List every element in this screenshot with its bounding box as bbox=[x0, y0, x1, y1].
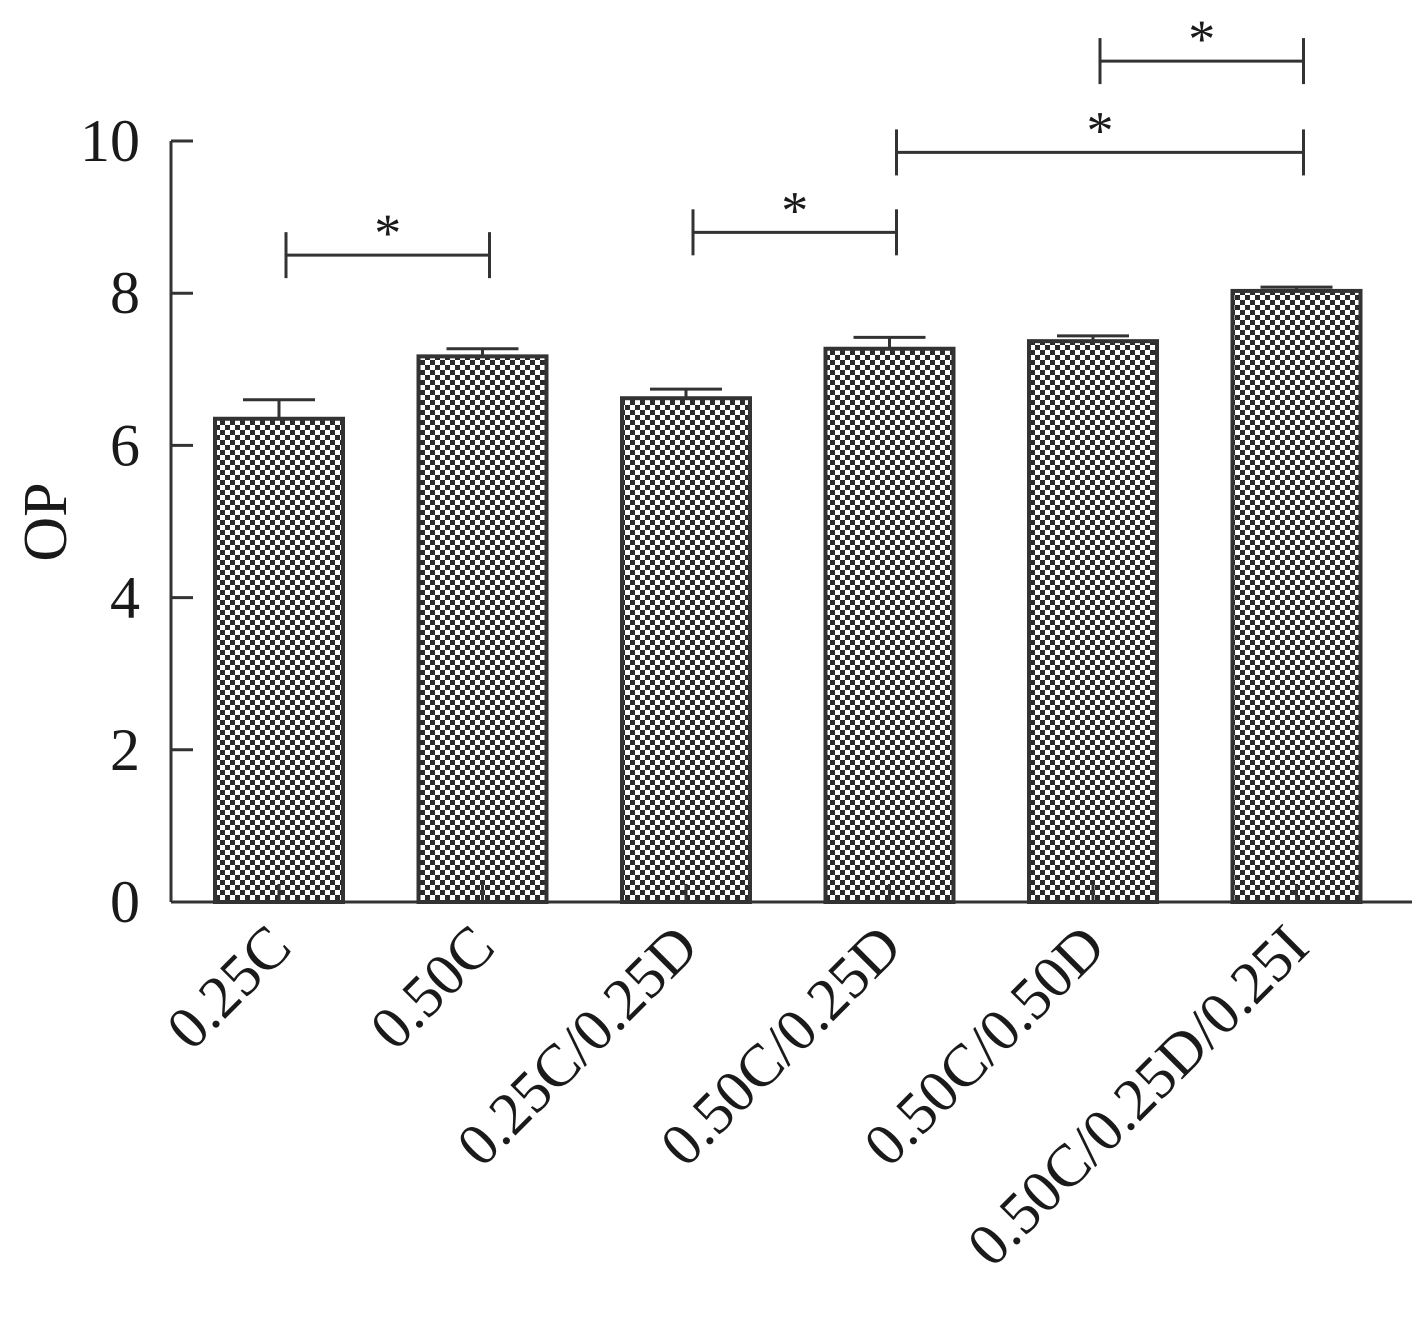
y-tick-label-4: 4 bbox=[110, 565, 140, 631]
significance-bracket-3: * bbox=[1098, 9, 1305, 85]
bars-layer bbox=[213, 288, 1363, 905]
significance-star-3: * bbox=[1188, 9, 1215, 69]
error-bars-layer bbox=[243, 285, 1333, 902]
bar-2 bbox=[620, 396, 752, 904]
y-tick-label-2: 2 bbox=[110, 717, 140, 783]
y-tick-label-8: 8 bbox=[110, 260, 140, 326]
significance-bracket-2: * bbox=[895, 100, 1305, 176]
significance-star-2: * bbox=[1087, 100, 1114, 160]
significance-bracket-0: * bbox=[284, 203, 491, 279]
bar-4 bbox=[1027, 339, 1159, 904]
x-category-label-0: 0.25C bbox=[154, 913, 303, 1062]
x-category-label-1: 0.50C bbox=[357, 913, 506, 1062]
axes-layer bbox=[169, 141, 1412, 904]
significance-star-1: * bbox=[781, 180, 808, 240]
significance-star-0: * bbox=[374, 203, 401, 263]
bar-0 bbox=[213, 416, 345, 904]
y-ticks-layer: 0 2 4 6 8 10 bbox=[80, 108, 193, 935]
y-tick-label-6: 6 bbox=[110, 412, 140, 478]
y-tick-label-0: 0 bbox=[110, 869, 140, 935]
y-axis-label: OP bbox=[12, 482, 80, 561]
x-category-labels-layer: 0.25C 0.50C0.25C/0.25D0.50C/0.25D0.50C/0.… bbox=[154, 913, 1321, 1279]
bar-3 bbox=[823, 346, 956, 904]
bar-1 bbox=[416, 354, 549, 905]
y-tick-label-10: 10 bbox=[80, 108, 140, 174]
bar-5 bbox=[1230, 288, 1363, 904]
significance-brackets-layer: * * * * bbox=[284, 9, 1305, 279]
x-category-label-5: 0.50C/0.25D/0.25I bbox=[955, 913, 1321, 1279]
significance-bracket-1: * bbox=[691, 180, 898, 256]
